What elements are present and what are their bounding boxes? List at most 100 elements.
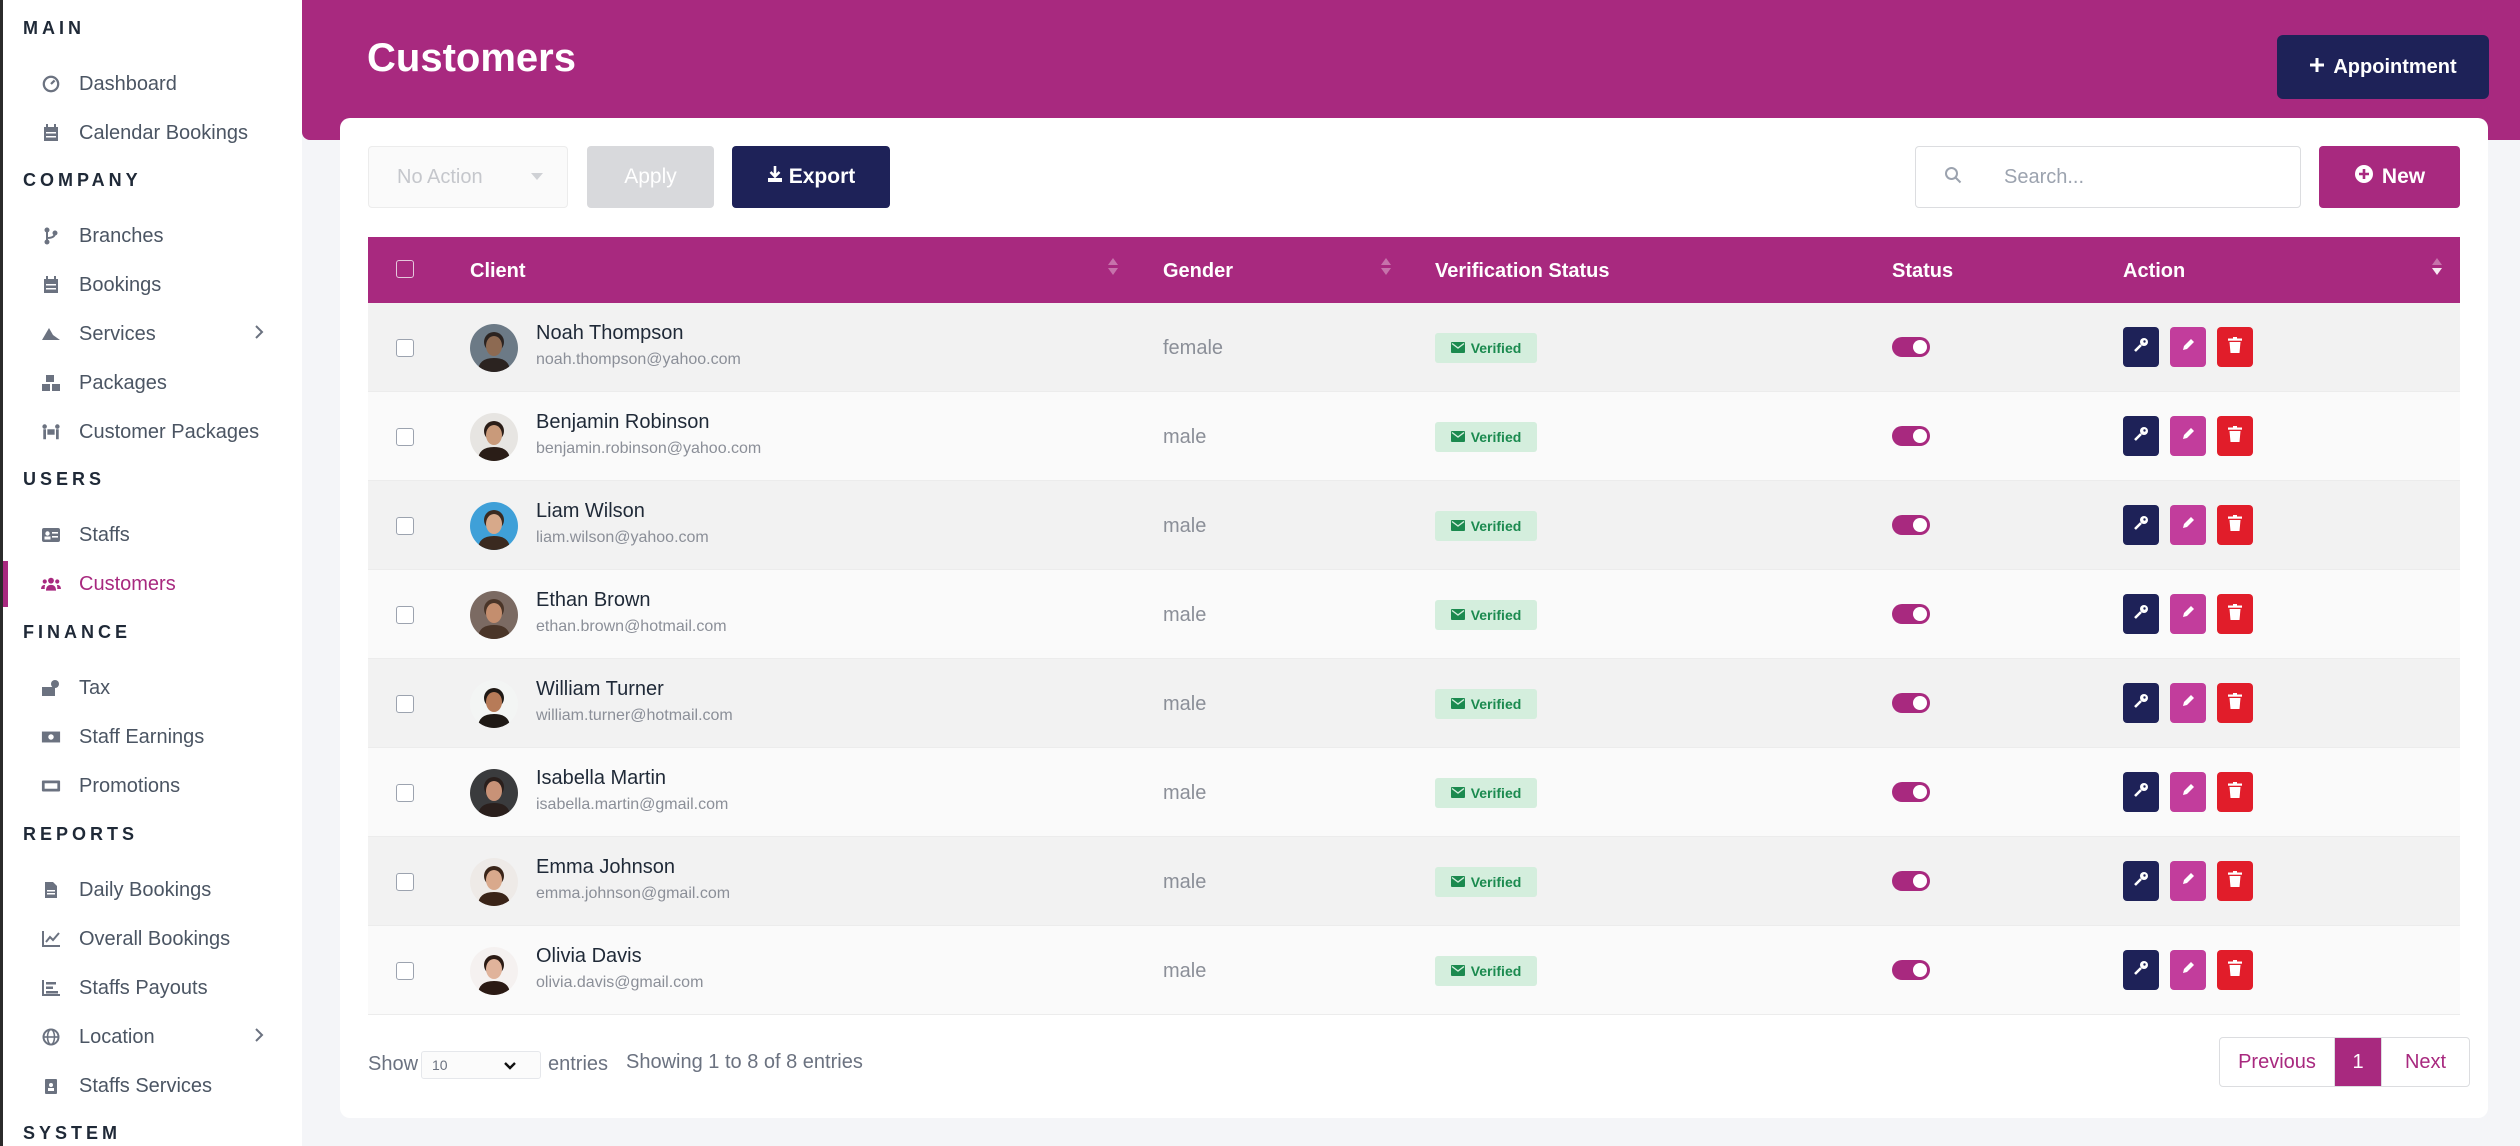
- sidebar-item-staffs-services[interactable]: Staffs Services: [6, 1066, 302, 1106]
- avatar: [470, 680, 518, 728]
- avatar: [470, 947, 518, 995]
- client-name: Ethan Brown: [536, 589, 651, 611]
- show-label: Show: [368, 1053, 419, 1075]
- row-checkbox[interactable]: [396, 695, 414, 713]
- status-toggle[interactable]: [1892, 693, 1930, 713]
- sidebar-item-location[interactable]: Location: [6, 1017, 302, 1057]
- delete-button[interactable]: [2217, 950, 2253, 990]
- search-field[interactable]: [1915, 146, 2301, 208]
- page-length-select[interactable]: 10: [421, 1051, 541, 1079]
- row-checkbox[interactable]: [396, 962, 414, 980]
- pencil-icon: [2180, 426, 2196, 447]
- edit-button[interactable]: [2170, 505, 2206, 545]
- select-all-checkbox[interactable]: [396, 260, 414, 278]
- row-checkbox[interactable]: [396, 428, 414, 446]
- sidebar-item-staffs-payouts[interactable]: Staffs Payouts: [6, 968, 302, 1008]
- search-input[interactable]: [2004, 165, 2254, 189]
- sidebar-item-overall-bookings[interactable]: Overall Bookings: [6, 919, 302, 959]
- trash-icon: [2228, 870, 2242, 892]
- row-checkbox[interactable]: [396, 517, 414, 535]
- export-button[interactable]: Export: [732, 146, 890, 208]
- pencil-icon: [2180, 604, 2196, 625]
- edit-button[interactable]: [2170, 594, 2206, 634]
- section-title-company: COMPANY: [23, 170, 142, 190]
- sidebar-item-customer-packages[interactable]: Customer Packages: [6, 412, 302, 452]
- column-header-verification-status[interactable]: Verification Status: [1435, 260, 1610, 282]
- apply-button[interactable]: Apply: [587, 146, 714, 208]
- calendar-icon: [41, 123, 61, 143]
- delete-button[interactable]: [2217, 505, 2253, 545]
- delete-button[interactable]: [2217, 327, 2253, 367]
- edit-button[interactable]: [2170, 950, 2206, 990]
- sort-icon[interactable]: [2432, 258, 2442, 282]
- row-checkbox[interactable]: [396, 873, 414, 891]
- status-toggle[interactable]: [1892, 426, 1930, 446]
- row-checkbox[interactable]: [396, 606, 414, 624]
- column-header-client[interactable]: Client: [470, 260, 526, 282]
- sidebar-item-calendar-bookings[interactable]: Calendar Bookings: [6, 113, 302, 153]
- password-button[interactable]: [2123, 505, 2159, 545]
- delete-button[interactable]: [2217, 772, 2253, 812]
- section-title-users: USERS: [23, 469, 106, 489]
- sidebar-item-bookings[interactable]: Bookings: [6, 265, 302, 305]
- table-header: Client Gender Verification Status Status…: [368, 237, 2460, 303]
- sidebar-item-label: Services: [79, 322, 156, 345]
- delete-button[interactable]: [2217, 683, 2253, 723]
- sidebar-item-daily-bookings[interactable]: Daily Bookings: [6, 870, 302, 910]
- new-customer-button[interactable]: New: [2319, 146, 2460, 208]
- tax-icon: [41, 678, 61, 698]
- delete-button[interactable]: [2217, 594, 2253, 634]
- edit-button[interactable]: [2170, 683, 2206, 723]
- pencil-icon: [2180, 515, 2196, 536]
- trash-icon: [2228, 603, 2242, 625]
- client-gender: female: [1163, 337, 1224, 359]
- edit-button[interactable]: [2170, 861, 2206, 901]
- edit-button[interactable]: [2170, 772, 2206, 812]
- add-appointment-button[interactable]: Appointment: [2277, 35, 2489, 99]
- sidebar-item-staffs[interactable]: Staffs: [6, 515, 302, 555]
- delete-button[interactable]: [2217, 416, 2253, 456]
- sidebar-item-packages[interactable]: Packages: [6, 363, 302, 403]
- sort-icon[interactable]: [1381, 258, 1391, 282]
- sidebar-item-label: Staff Earnings: [79, 725, 205, 748]
- delete-button[interactable]: [2217, 861, 2253, 901]
- status-toggle[interactable]: [1892, 337, 1930, 357]
- password-button[interactable]: [2123, 861, 2159, 901]
- password-button[interactable]: [2123, 683, 2159, 723]
- status-toggle[interactable]: [1892, 515, 1930, 535]
- bulk-action-select[interactable]: No Action: [368, 146, 568, 208]
- sidebar-item-tax[interactable]: Tax: [6, 668, 302, 708]
- edit-button[interactable]: [2170, 327, 2206, 367]
- status-toggle[interactable]: [1892, 782, 1930, 802]
- verification-badge: Verified: [1435, 867, 1537, 897]
- previous-page-button[interactable]: Previous: [2220, 1038, 2335, 1086]
- sort-icon[interactable]: [1108, 258, 1118, 282]
- packages-icon: [41, 373, 61, 393]
- sidebar-item-customers[interactable]: Customers: [6, 564, 302, 604]
- download-icon: [767, 165, 783, 189]
- password-button[interactable]: [2123, 327, 2159, 367]
- column-header-status[interactable]: Status: [1892, 260, 1954, 282]
- sidebar-item-staff-earnings[interactable]: Staff Earnings: [6, 717, 302, 757]
- status-toggle[interactable]: [1892, 871, 1930, 891]
- sidebar-item-dashboard[interactable]: Dashboard: [6, 64, 302, 104]
- status-toggle[interactable]: [1892, 960, 1930, 980]
- sidebar-item-branches[interactable]: Branches: [6, 216, 302, 256]
- trash-icon: [2228, 781, 2242, 803]
- row-checkbox[interactable]: [396, 339, 414, 357]
- edit-button[interactable]: [2170, 416, 2206, 456]
- status-toggle[interactable]: [1892, 604, 1930, 624]
- section-title-main: MAIN: [23, 18, 85, 38]
- sidebar-item-services[interactable]: Services: [6, 314, 302, 354]
- password-button[interactable]: [2123, 594, 2159, 634]
- sidebar-item-label: Packages: [79, 371, 167, 394]
- password-button[interactable]: [2123, 772, 2159, 812]
- password-button[interactable]: [2123, 416, 2159, 456]
- page-button-current[interactable]: 1: [2335, 1038, 2381, 1086]
- next-page-button[interactable]: Next: [2381, 1038, 2469, 1086]
- row-checkbox[interactable]: [396, 784, 414, 802]
- password-button[interactable]: [2123, 950, 2159, 990]
- column-header-action[interactable]: Action: [2123, 260, 2186, 282]
- sidebar-item-promotions[interactable]: Promotions: [6, 766, 302, 806]
- column-header-gender[interactable]: Gender: [1163, 260, 1234, 282]
